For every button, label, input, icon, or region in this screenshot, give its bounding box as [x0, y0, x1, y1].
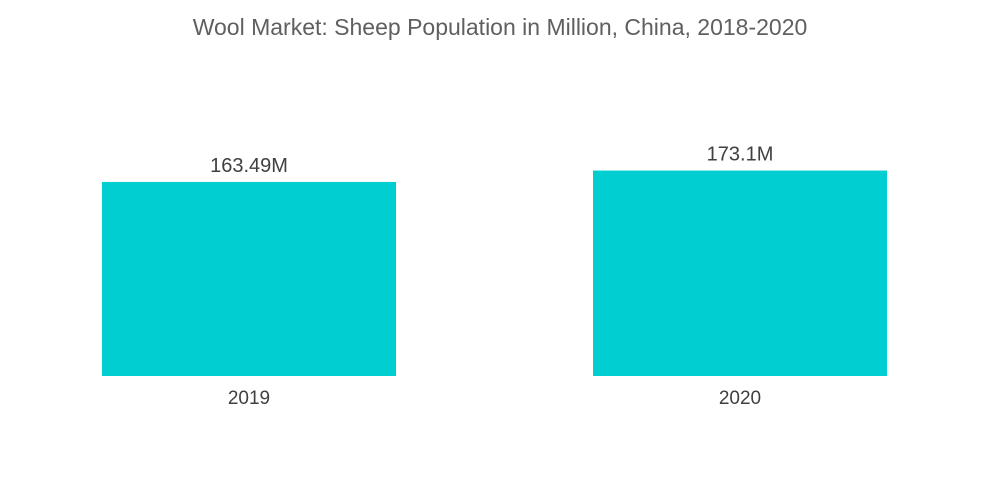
- data-label-2020: 173.1M: [707, 144, 774, 166]
- data-labels-group: 163.49M 173.1M: [210, 144, 773, 177]
- bars-group: [102, 170, 887, 376]
- data-label-2019: 163.49M: [210, 155, 288, 177]
- bar-2020: [593, 170, 887, 376]
- x-tick-label-2019: 2019: [228, 388, 270, 409]
- bar-2019: [102, 181, 396, 376]
- x-tick-label-2020: 2020: [719, 388, 761, 409]
- x-tick-labels-group: 2019 2020: [228, 388, 761, 409]
- chart-title: Wool Market: Sheep Population in Million…: [192, 14, 808, 40]
